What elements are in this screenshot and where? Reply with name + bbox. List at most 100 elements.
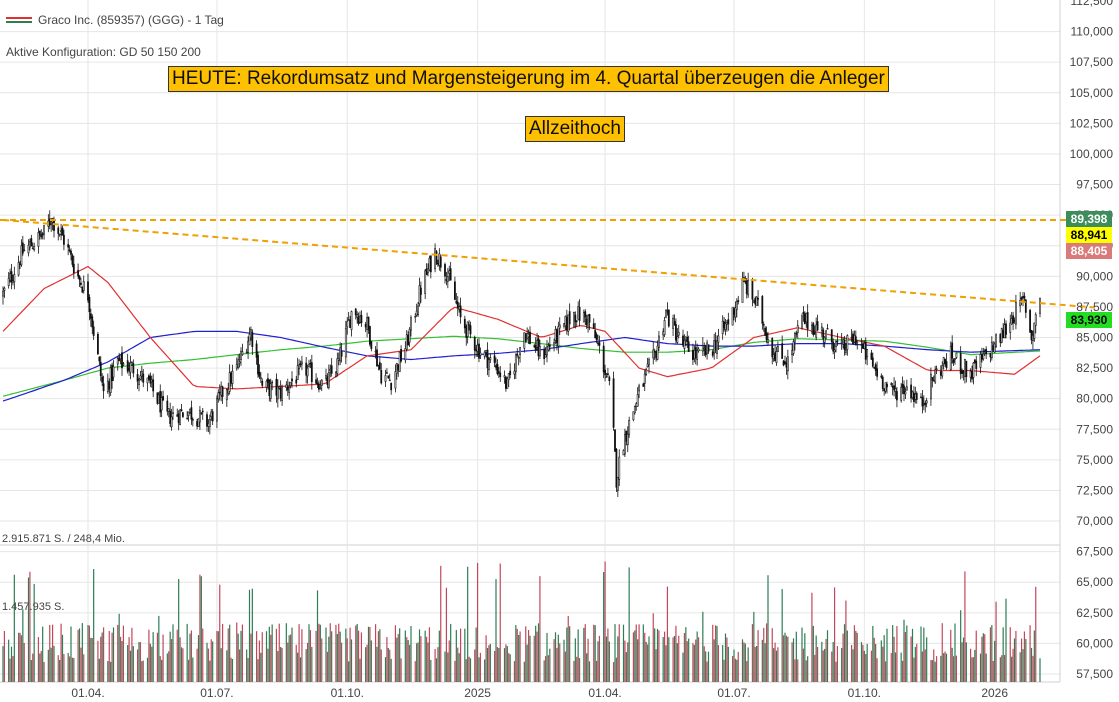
volume-bar	[886, 628, 888, 682]
volume-bar	[805, 660, 807, 682]
candle-body	[112, 366, 115, 378]
volume-bar	[569, 626, 571, 682]
volume-bar	[229, 624, 231, 682]
volume-bar	[656, 628, 659, 682]
candle-body	[418, 285, 421, 305]
candle-body	[513, 370, 516, 375]
volume-bar	[348, 661, 350, 682]
volume-bar	[447, 652, 449, 682]
volume-bar	[923, 627, 925, 682]
candle-body	[575, 320, 578, 322]
volume-bar	[396, 637, 398, 682]
candle-body	[70, 250, 72, 255]
volume-bar	[425, 636, 428, 682]
volume-bar	[220, 648, 222, 682]
all-time-high-annotation[interactable]: Allzeithoch	[525, 116, 625, 142]
volume-bar	[527, 629, 530, 682]
volume-bar	[634, 630, 636, 682]
candle-body	[2, 291, 4, 297]
candle-body	[427, 268, 429, 273]
candle-body	[201, 410, 204, 413]
candle-body	[737, 300, 740, 302]
candle-body	[177, 413, 180, 424]
volume-bar	[622, 624, 625, 682]
candle-body	[735, 301, 738, 310]
candle-body	[190, 407, 193, 420]
volume-bar	[63, 654, 65, 682]
volume-bar	[1009, 627, 1011, 682]
volume-bar	[577, 629, 579, 682]
candle-body	[682, 335, 684, 346]
volume-bar	[435, 658, 438, 682]
volume-bar	[376, 646, 378, 682]
volume-bar	[543, 660, 545, 682]
volume-bar	[236, 622, 238, 682]
candle-body	[772, 354, 775, 360]
volume-bar	[131, 627, 133, 682]
volume-bar	[736, 659, 738, 682]
volume-bar	[865, 654, 867, 682]
volume-bar	[795, 631, 797, 682]
candle-body	[642, 383, 645, 387]
volume-bar	[1005, 598, 1007, 682]
volume-bar	[107, 661, 109, 682]
price-tick-label: 57,500	[1076, 667, 1113, 681]
candle-body	[835, 341, 837, 348]
price-tick-label: 70,000	[1076, 514, 1113, 528]
volume-bar	[414, 661, 416, 682]
candle-body	[82, 281, 85, 291]
candle-body	[131, 362, 133, 366]
candle-body	[380, 370, 383, 384]
candle-body	[320, 379, 323, 386]
candle-body	[864, 341, 867, 360]
candle-body	[108, 381, 111, 390]
volume-bar	[744, 643, 746, 682]
candle-body	[792, 341, 795, 354]
candle-body	[655, 351, 657, 359]
volume-bar	[132, 646, 134, 682]
candle-body	[741, 279, 744, 303]
candle-body	[251, 331, 254, 347]
candle-body	[157, 394, 160, 404]
volume-bar	[706, 661, 708, 682]
candle-body	[713, 340, 716, 354]
candle-body	[149, 375, 152, 384]
volume-bar	[476, 562, 479, 682]
candle-body	[316, 382, 319, 385]
volume-bar	[270, 634, 272, 682]
candle-body	[911, 391, 914, 398]
volume-bar	[457, 647, 459, 682]
candle-body	[301, 361, 303, 365]
volume-bar	[206, 642, 208, 682]
volume-bar	[316, 590, 319, 682]
volume-bar	[77, 629, 79, 682]
candle-body	[97, 333, 99, 355]
candle-body	[914, 393, 917, 400]
volume-bar	[984, 634, 986, 682]
candle-body	[585, 318, 588, 326]
price-tick-label: 112,500	[1071, 0, 1114, 8]
volume-bar	[697, 637, 700, 682]
volume-bar	[797, 659, 799, 682]
candle-body	[954, 358, 956, 360]
volume-bar	[982, 633, 984, 682]
volume-bar	[598, 635, 601, 682]
volume-bar	[784, 632, 786, 682]
candle-body	[493, 355, 496, 363]
volume-bar	[295, 644, 297, 682]
candle-body	[89, 313, 92, 319]
volume-bar	[833, 587, 836, 682]
volume-bar	[615, 657, 618, 682]
candle-body	[468, 324, 470, 326]
news-headline-annotation[interactable]: HEUTE: Rekordumsatz und Margensteigerung…	[168, 66, 889, 92]
volume-bar	[954, 623, 956, 682]
volume-bar	[880, 640, 882, 682]
volume-bar	[972, 657, 975, 682]
volume-bar	[197, 635, 200, 682]
date-tick-label: 01.04.	[71, 686, 104, 700]
candle-body	[941, 365, 944, 377]
candle-body	[677, 331, 680, 336]
volume-bar	[992, 660, 994, 682]
candle-body	[615, 448, 618, 488]
volume-bar	[716, 626, 718, 682]
